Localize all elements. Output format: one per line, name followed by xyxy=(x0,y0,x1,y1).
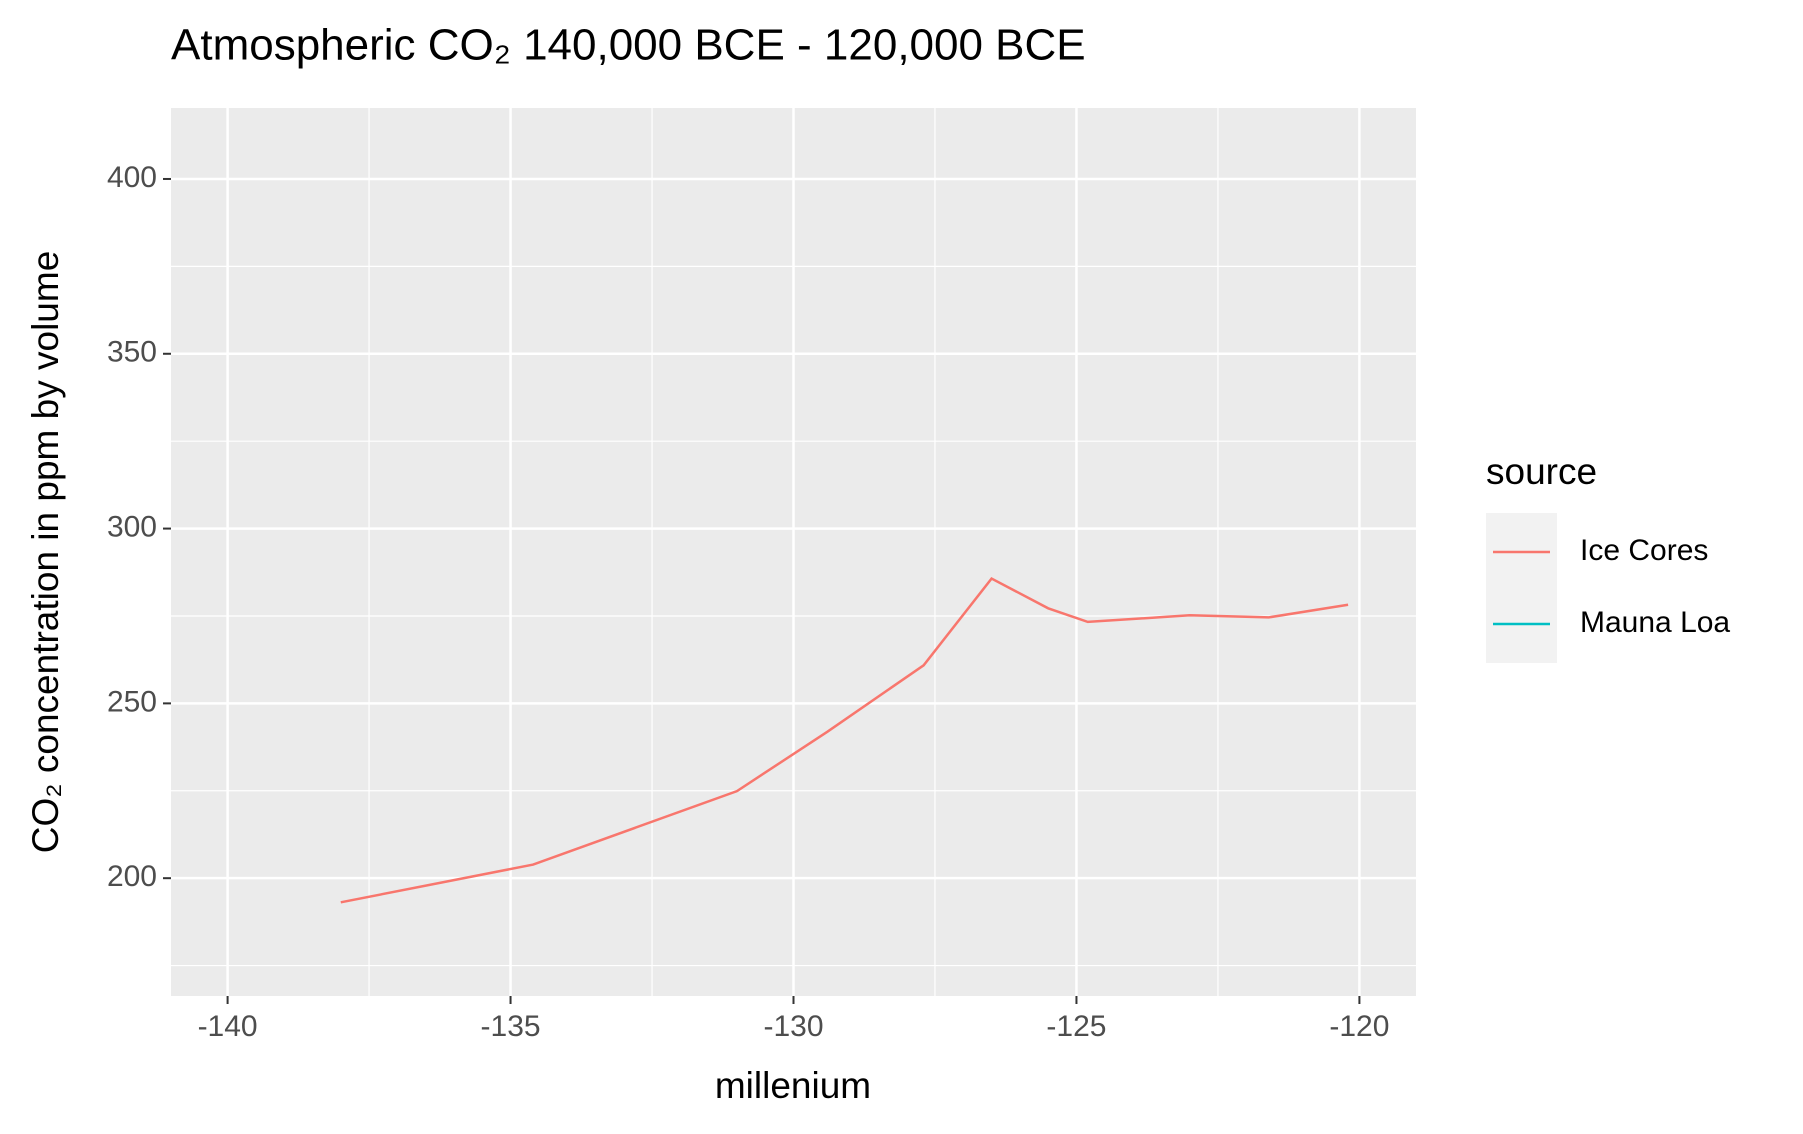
y-tick-label: 400 xyxy=(107,161,157,194)
x-tick-label: -135 xyxy=(481,1010,541,1043)
legend-label: Ice Cores xyxy=(1580,534,1708,567)
x-tick-label: -140 xyxy=(198,1010,258,1043)
y-tick-label: 200 xyxy=(107,860,157,893)
chart-title: Atmospheric CO₂ 140,000 BCE - 120,000 BC… xyxy=(171,21,1086,70)
x-tick-label: -120 xyxy=(1329,1010,1389,1043)
y-tick-label: 250 xyxy=(107,685,157,718)
legend-label: Mauna Loa xyxy=(1580,606,1730,639)
y-tick-label: 350 xyxy=(107,336,157,369)
y-axis-label: CO₂ concentration in ppm by volume xyxy=(25,251,66,854)
legend-title: source xyxy=(1486,451,1597,492)
x-axis-label: millenium xyxy=(715,1065,871,1106)
data-line xyxy=(340,576,1349,904)
y-tick-label: 300 xyxy=(107,510,157,543)
x-tick-label: -130 xyxy=(763,1010,823,1043)
x-tick-label: -125 xyxy=(1046,1010,1106,1043)
legend-key-background xyxy=(1486,513,1557,663)
